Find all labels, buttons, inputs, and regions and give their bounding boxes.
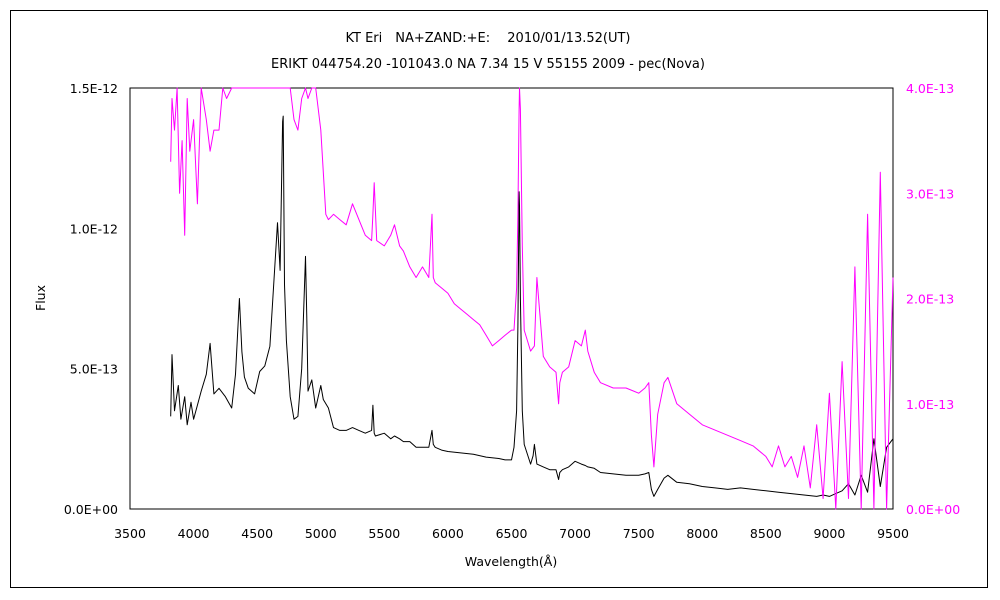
y-axis-label: Flux: [33, 285, 48, 311]
x-tick-label: 9500: [877, 526, 909, 541]
chart-frame: [10, 10, 988, 588]
y-right-tick-label: 3.0E-13: [906, 186, 954, 201]
series-line-right-axis: [170, 87, 894, 510]
x-axis-label: Wavelength(Å): [465, 554, 557, 569]
x-tick-label: 9000: [814, 526, 846, 541]
x-tick-label: 5500: [368, 526, 400, 541]
y-left-tick-label: 1.5E-12: [70, 81, 118, 96]
x-tick-label: 4500: [241, 526, 273, 541]
chart-subtitle: ERIKT 044754.20 -101043.0 NA 7.34 15 V 5…: [271, 57, 705, 72]
y-left-tick-label: 5.0E-13: [70, 362, 118, 377]
x-tick-label: 7000: [559, 526, 591, 541]
x-tick-label: 3500: [114, 526, 146, 541]
x-tick-label: 4000: [178, 526, 210, 541]
plot-area: [129, 87, 894, 510]
y-right-tick-label: 4.0E-13: [906, 81, 954, 96]
series-line-left-axis: [170, 115, 894, 497]
x-tick-label: 5000: [305, 526, 337, 541]
y-right-tick-label: 1.0E-13: [906, 397, 954, 412]
y-left-tick-label: 1.0E-12: [70, 221, 118, 236]
x-tick-label: 8500: [750, 526, 782, 541]
chart-title: KT Eri NA+ZAND:+E: 2010/01/13.52(UT): [345, 31, 630, 46]
x-tick-label: 7500: [623, 526, 655, 541]
y-left-tick-label: 0.0E+00: [64, 502, 118, 517]
y-right-tick-label: 2.0E-13: [906, 292, 954, 307]
x-tick-label: 8000: [686, 526, 718, 541]
y-right-tick-label: 0.0E+00: [906, 502, 960, 517]
x-tick-label: 6000: [432, 526, 464, 541]
x-tick-label: 6500: [496, 526, 528, 541]
